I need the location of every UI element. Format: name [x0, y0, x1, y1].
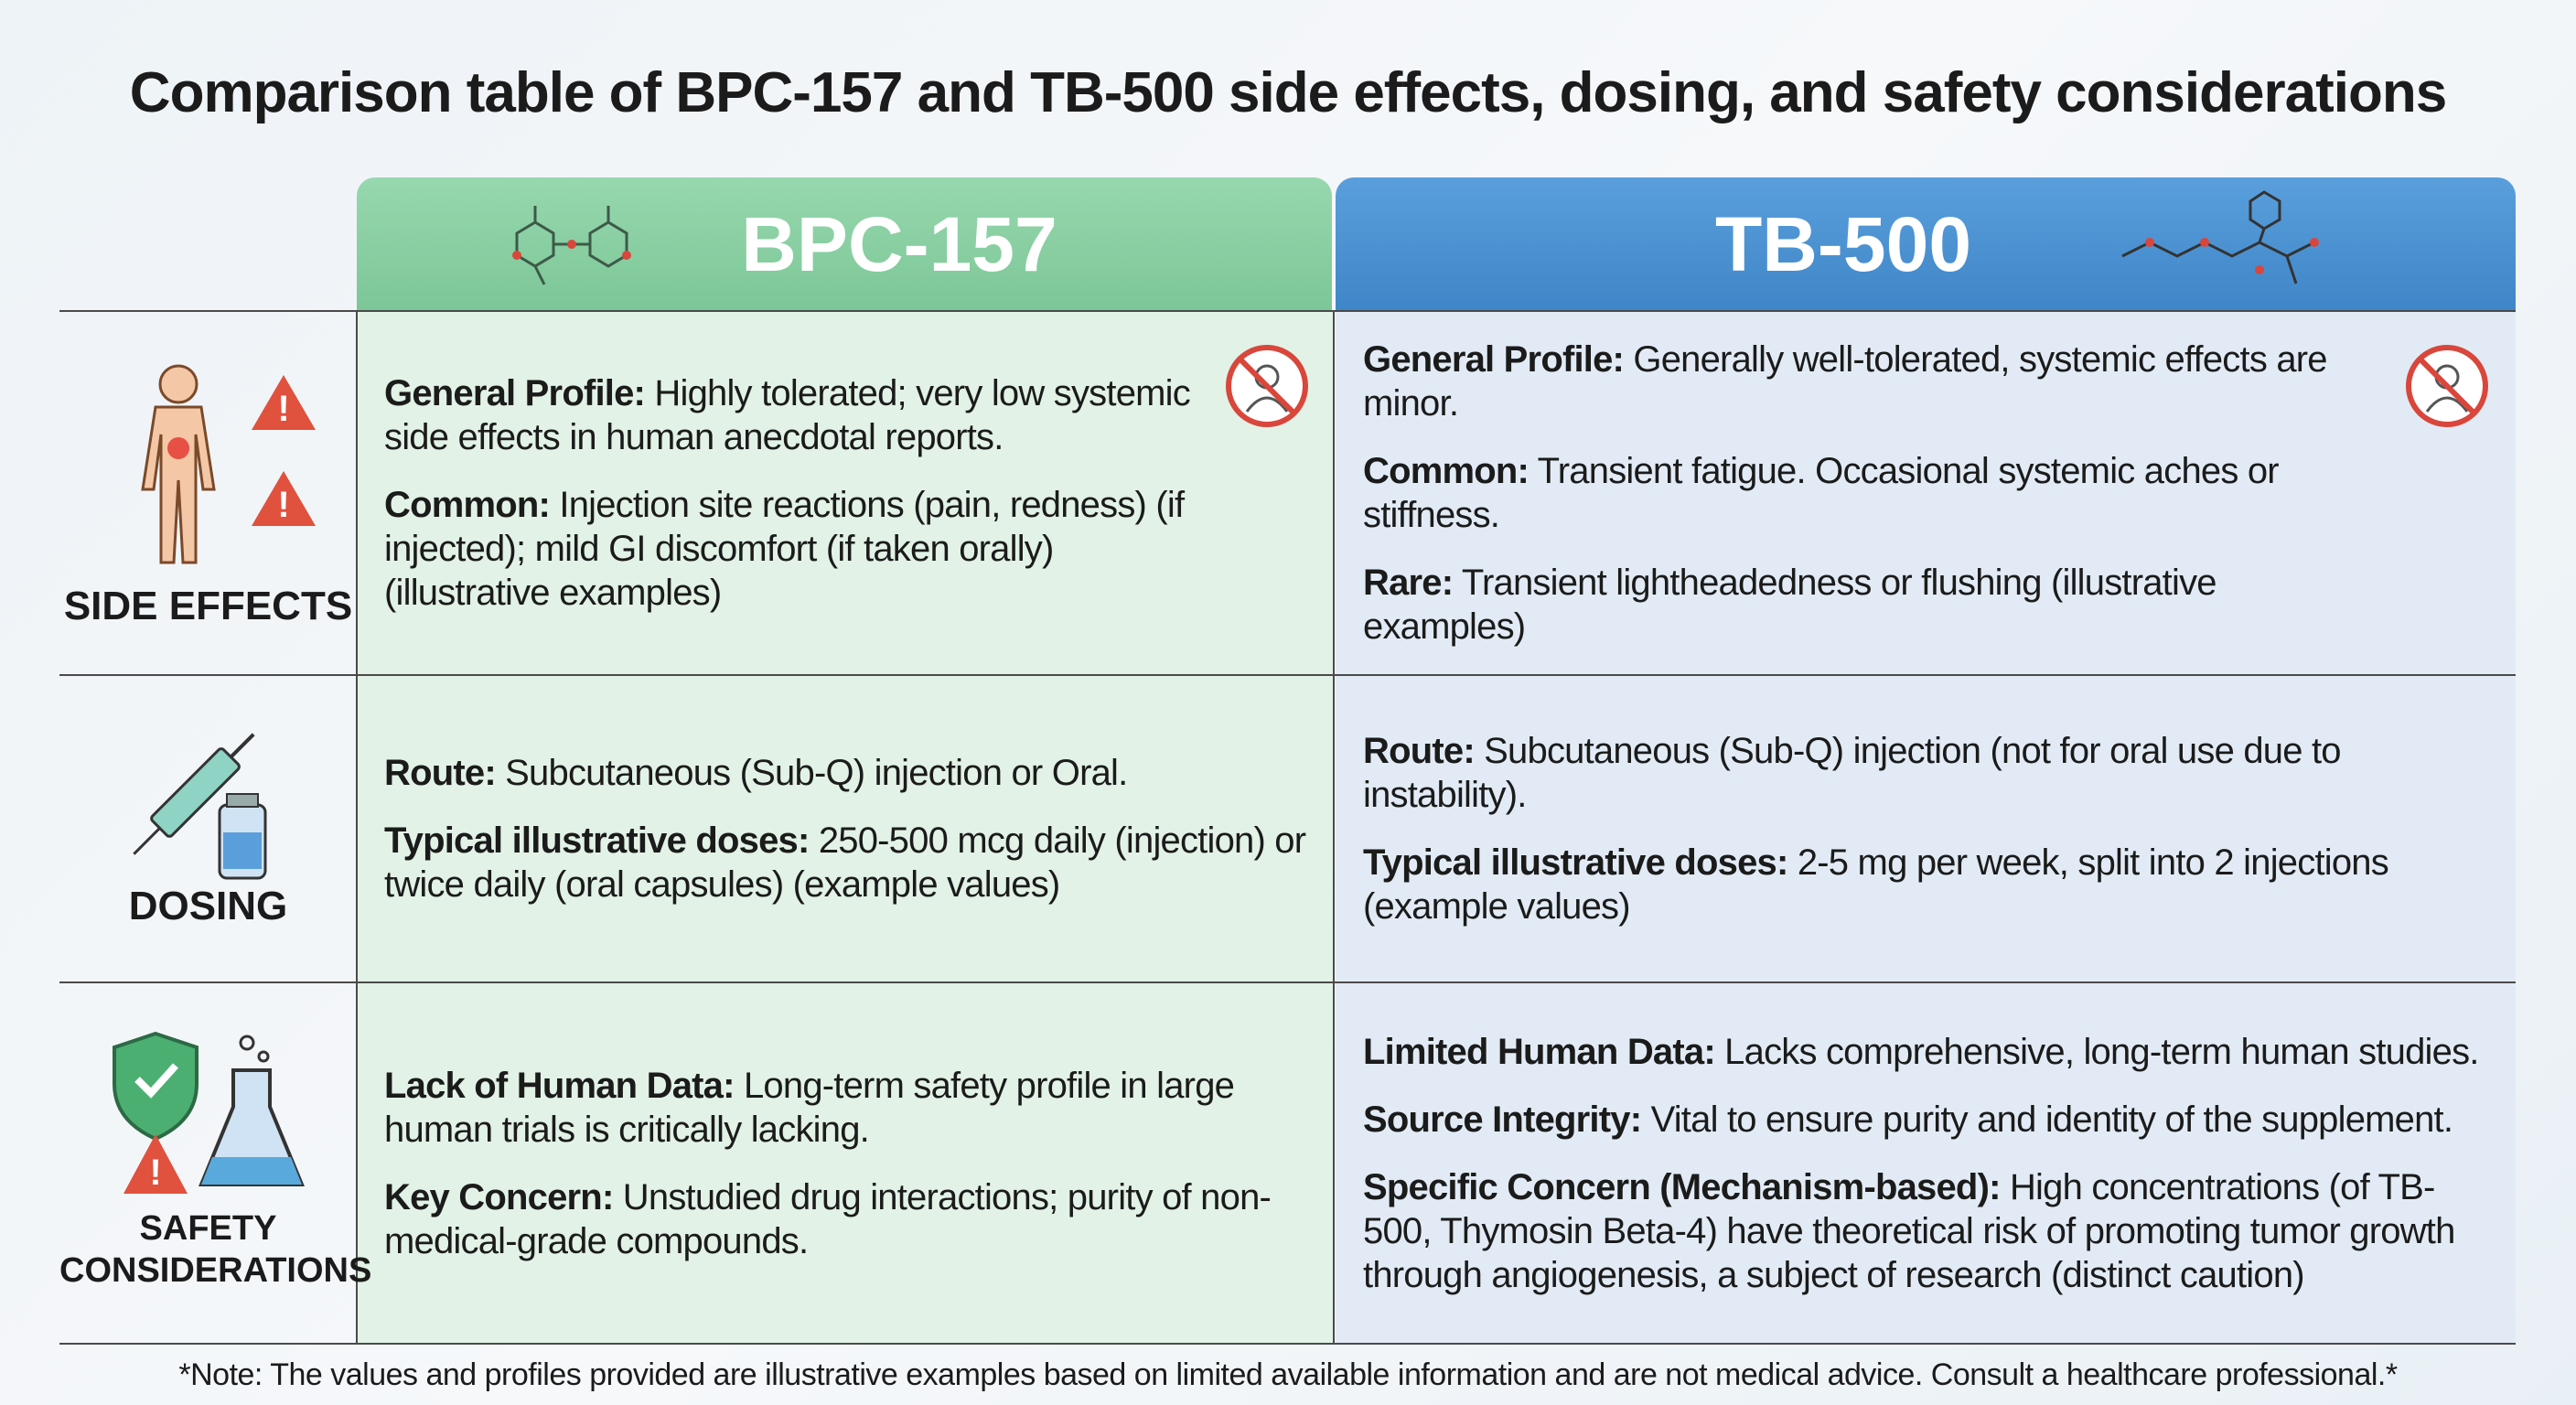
cell-paragraph: Route: Subcutaneous (Sub-Q) injection (n… — [1363, 729, 2488, 817]
cell-paragraph: Specific Concern (Mechanism-based): High… — [1363, 1165, 2488, 1297]
paragraph-label: Specific Concern (Mechanism-based): — [1363, 1166, 2001, 1207]
svg-text:!: ! — [149, 1153, 161, 1193]
no-doctor-icon — [2406, 345, 2488, 427]
svg-text:!: ! — [277, 485, 289, 525]
table-cell: Route: Subcutaneous (Sub-Q) injection (n… — [1336, 675, 2516, 982]
paragraph-text: Injection site reactions (pain, redness)… — [384, 485, 1185, 613]
molecule-icon — [2121, 190, 2319, 284]
cell-paragraph: Limited Human Data: Lacks comprehensive,… — [1363, 1030, 2488, 1074]
paragraph-text: High concentrations (of TB-500, Thymosin… — [1363, 1166, 2455, 1295]
row-label: SAFETY CONSIDERATIONS — [59, 1209, 372, 1290]
paragraph-label: Typical illustrative doses: — [1363, 842, 1788, 883]
cell-paragraph: Typical illustrative doses: 2-5 mg per w… — [1363, 841, 2488, 928]
row-rule — [59, 310, 2516, 312]
row-label: DOSING — [128, 884, 288, 928]
column-rule — [1333, 311, 1335, 1344]
paragraph-label: Key Concern: — [384, 1176, 614, 1217]
table-cell: Limited Human Data: Lacks comprehensive,… — [1336, 982, 2516, 1344]
table-cell: General Profile: Generally well-tolerate… — [1336, 311, 2516, 675]
table-cell: Route: Subcutaneous (Sub-Q) injection or… — [357, 675, 1334, 982]
paragraph-text: 250-500 mcg daily (injection) or twice d… — [384, 820, 1306, 905]
cell-paragraph: Common: Injection site reactions (pain, … — [384, 483, 1206, 615]
row-rule — [59, 674, 2516, 676]
paragraph-text: Highly tolerated; very low systemic side… — [384, 373, 1191, 457]
syringe-icon — [133, 733, 267, 880]
column-header: BPC-157 — [357, 177, 1332, 311]
paragraph-text: Transient lightheadedness or flushing (i… — [1363, 563, 2217, 647]
paragraph-label: Common: — [1363, 451, 1530, 491]
paragraph-text: Lacks comprehensive, long-term human stu… — [1724, 1031, 2479, 1072]
paragraph-label: Rare: — [1363, 563, 1454, 603]
paragraph-text: Subcutaneous (Sub-Q) injection (not for … — [1363, 731, 2342, 815]
safety-icon: ! — [113, 1031, 305, 1194]
cell-paragraph: Common: Transient fatigue. Occasional sy… — [1363, 449, 2388, 537]
molecule-icon — [512, 206, 631, 285]
cell-paragraph: General Profile: Generally well-tolerate… — [1363, 338, 2388, 425]
column-bg — [1336, 311, 2516, 1344]
paragraph-label: Route: — [384, 753, 497, 793]
footnote: *Note: The values and profiles provided … — [178, 1357, 2398, 1392]
svg-text:!: ! — [277, 389, 289, 429]
paragraph-label: General Profile: — [1363, 339, 1625, 380]
cell-paragraph: Rare: Transient lightheadedness or flush… — [1363, 561, 2388, 649]
title: Comparison table of BPC-157 and TB-500 s… — [129, 61, 2447, 124]
cell-paragraph: Typical illustrative doses: 250-500 mcg … — [384, 819, 1306, 906]
paragraph-text: Generally well-tolerated, systemic effec… — [1363, 339, 2328, 424]
header-text: BPC-157 — [741, 200, 1057, 287]
table-cell: General Profile: Highly tolerated; very … — [357, 311, 1334, 675]
cell-paragraph: Route: Subcutaneous (Sub-Q) injection or… — [384, 751, 1306, 795]
paragraph-text: Transient fatigue. Occasional systemic a… — [1363, 451, 2280, 535]
cell-paragraph: Source Integrity: Vital to ensure purity… — [1363, 1098, 2488, 1142]
column-bg — [357, 311, 1334, 1344]
row-rule — [59, 981, 2516, 983]
paragraph-label: Common: — [384, 485, 551, 525]
paragraph-text: 2-5 mg per week, split into 2 injections… — [1363, 842, 2389, 927]
no-doctor-icon — [1226, 345, 1308, 427]
paragraph-label: General Profile: — [384, 373, 646, 413]
row-rule — [59, 1343, 2516, 1345]
cell-paragraph: General Profile: Highly tolerated; very … — [384, 371, 1206, 459]
paragraph-label: Limited Human Data: — [1363, 1031, 1716, 1072]
paragraph-text: Unstudied drug interactions; purity of n… — [384, 1176, 1272, 1261]
paragraph-label: Lack of Human Data: — [384, 1065, 735, 1106]
column-rule — [356, 311, 358, 1344]
paragraph-label: Typical illustrative doses: — [384, 820, 810, 861]
column-header: TB-500 — [1336, 177, 2516, 311]
table-cell: Lack of Human Data: Long-term safety pro… — [357, 982, 1334, 1344]
row-label: SIDE EFFECTS — [63, 584, 353, 628]
side-effects-icon: ! ! — [141, 364, 316, 564]
paragraph-text: Subcutaneous (Sub-Q) injection or Oral. — [505, 753, 1128, 793]
paragraph-text: Long-term safety profile in large human … — [384, 1065, 1235, 1150]
paragraph-label: Route: — [1363, 731, 1476, 771]
cell-paragraph: Lack of Human Data: Long-term safety pro… — [384, 1064, 1306, 1152]
paragraph-text: Vital to ensure purity and identity of t… — [1650, 1099, 2453, 1140]
paragraph-label: Source Integrity: — [1363, 1099, 1642, 1140]
header-text: TB-500 — [1714, 200, 1972, 287]
cell-paragraph: Key Concern: Unstudied drug interactions… — [384, 1175, 1306, 1263]
